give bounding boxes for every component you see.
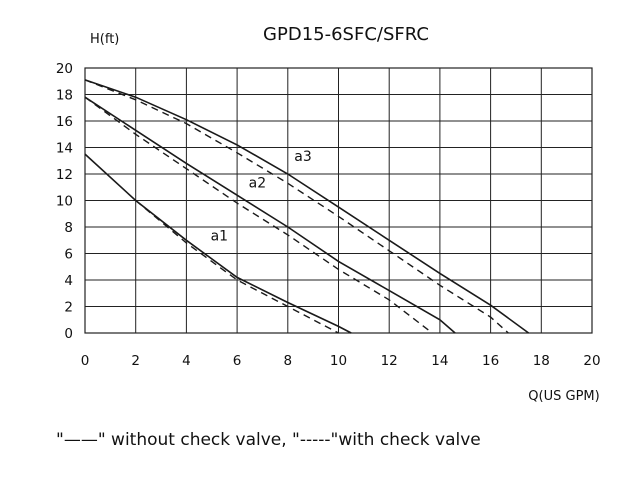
curve-a1-dashed <box>135 199 339 334</box>
x-tick-label: 18 <box>533 353 550 369</box>
x-axis-label: Q(US GPM) <box>528 389 599 404</box>
x-tick-label: 6 <box>233 353 242 369</box>
curve-a2-solid <box>84 96 456 334</box>
x-tick-label: 8 <box>284 353 293 369</box>
y-tick-label: 20 <box>56 61 73 77</box>
curve-label-a1: a1 <box>211 228 229 244</box>
curves <box>84 79 530 334</box>
legend-note: "——" without check valve, "-----"with ch… <box>56 430 481 450</box>
y-tick-label: 12 <box>56 167 73 183</box>
y-tick-label: 10 <box>56 194 73 210</box>
y-tick-label: 14 <box>56 141 73 157</box>
curve-label-a3: a3 <box>294 149 312 165</box>
x-tick-label: 20 <box>583 353 600 369</box>
x-tick-label: 4 <box>182 353 191 369</box>
y-tick-label: 6 <box>64 247 73 263</box>
y-tick-labels: 0 2 4 6 8 10 12 14 16 18 20 <box>56 61 73 342</box>
curve-a2-dashed <box>84 96 433 334</box>
curve-label-a2: a2 <box>249 175 267 191</box>
y-tick-label: 2 <box>64 300 73 316</box>
x-tick-labels: 0 2 4 6 8 10 12 14 16 18 20 <box>81 353 601 369</box>
x-tick-label: 10 <box>330 353 347 369</box>
x-tick-label: 2 <box>131 353 140 369</box>
y-tick-label: 4 <box>64 273 73 289</box>
y-tick-label: 0 <box>64 326 73 342</box>
chart-title: GPD15-6SFC/SFRC <box>263 24 429 45</box>
curve-a3-dashed <box>84 79 509 334</box>
curve-a3-solid <box>84 79 530 334</box>
y-axis-label: H(ft) <box>90 32 119 47</box>
x-tick-label: 12 <box>381 353 398 369</box>
x-tick-label: 14 <box>431 353 448 369</box>
x-tick-label: 16 <box>482 353 499 369</box>
curve-labels: a1 a2 a3 <box>211 149 312 245</box>
y-tick-label: 8 <box>64 220 73 236</box>
x-tick-label: 0 <box>81 353 90 369</box>
y-tick-label: 16 <box>56 114 73 130</box>
y-tick-label: 18 <box>56 88 73 104</box>
